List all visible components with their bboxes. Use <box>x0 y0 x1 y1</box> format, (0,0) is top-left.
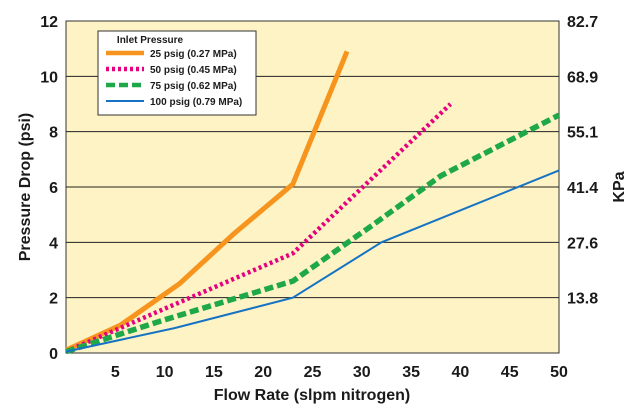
y2-tick-label-41.4: 41.4 <box>567 180 598 197</box>
x-tick-label-25: 25 <box>304 364 322 381</box>
y2-tick-label-55.1: 55.1 <box>567 125 598 142</box>
legend-label-3: 75 psig (0.62 MPa) <box>150 81 237 92</box>
y2-tick-label-68.9: 68.9 <box>567 69 598 86</box>
y-tick-label-0: 0 <box>49 346 58 363</box>
series-line-3 <box>65 112 561 355</box>
x-tick-label-10: 10 <box>156 364 174 381</box>
y-tick-label-10: 10 <box>40 69 58 86</box>
x-tick-label-40: 40 <box>452 364 470 381</box>
legend-label-2: 50 psig (0.45 MPa) <box>150 65 237 76</box>
x-tick-labels: 5 10 15 20 25 30 35 40 45 50 <box>111 364 568 381</box>
series-line-2 <box>65 102 453 354</box>
y-tick-label-12: 12 <box>40 14 58 31</box>
x-tick-label-20: 20 <box>254 364 272 381</box>
y-tick-labels: 0 2 4 6 8 10 12 <box>40 14 58 363</box>
y-tick-label-8: 8 <box>49 125 58 142</box>
x-tick-label-35: 35 <box>402 364 420 381</box>
legend-label-4: 100 psig (0.79 MPa) <box>150 97 242 108</box>
x-axis-title: Flow Rate (slpm nitrogen) <box>214 387 410 404</box>
y-axis-title: Pressure Drop (psi) <box>17 113 34 261</box>
x-tick-label-45: 45 <box>501 364 519 381</box>
x-tick-label-15: 15 <box>205 364 223 381</box>
y-tick-label-6: 6 <box>49 180 58 197</box>
legend: Inlet Pressure 25 psig (0.27 MPa) 50 psig… <box>97 30 257 116</box>
legend-entries: 25 psig (0.27 MPa) 50 psig (0.45 MPa) 75 p… <box>106 49 242 108</box>
legend-title: Inlet Pressure <box>117 35 184 46</box>
series-line-4 <box>65 169 560 353</box>
series-lines <box>64 50 561 355</box>
x-tick-label-30: 30 <box>353 364 371 381</box>
series-line-1 <box>64 50 350 353</box>
x-tick-label-5: 5 <box>111 364 120 381</box>
y-tick-label-4: 4 <box>49 235 58 252</box>
y2-axis-title: KPa <box>611 171 628 202</box>
y2-tick-label-13.8: 13.8 <box>567 291 598 308</box>
legend-label-1: 25 psig (0.27 MPa) <box>150 49 237 60</box>
x-tick-label-50: 50 <box>550 364 568 381</box>
y2-tick-label-82.7: 82.7 <box>567 14 598 31</box>
y2-tick-labels: 13.8 27.6 41.4 55.1 68.9 82.7 <box>567 14 598 308</box>
y-tick-label-2: 2 <box>49 291 58 308</box>
y2-tick-label-27.6: 27.6 <box>567 235 598 252</box>
